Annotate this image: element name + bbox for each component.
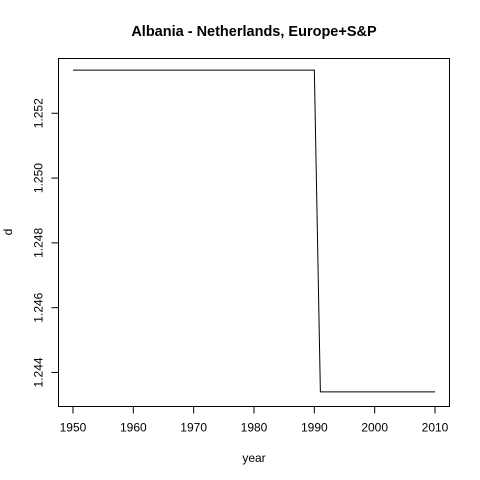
series-line: [72, 69, 436, 393]
x-axis-label: year: [242, 451, 265, 465]
x-axis: 1950 1960 1970 1980 1990 2000 2010: [60, 406, 449, 435]
y-tick-label: 1.252: [32, 98, 46, 128]
y-tick-label: 1.248: [32, 228, 46, 258]
x-tick-label: 1960: [120, 421, 147, 435]
chart-title: Albania - Netherlands, Europe+S&P: [131, 24, 377, 40]
y-tick-label: 1.244: [32, 357, 46, 387]
y-axis-label: d: [1, 229, 15, 236]
x-tick-label: 2010: [422, 421, 449, 435]
x-tick-label: 2000: [361, 421, 388, 435]
series-layer: [72, 69, 436, 393]
y-axis: 1.244 1.246 1.248 1.250 1.252: [32, 98, 59, 387]
y-tick-label: 1.250: [32, 163, 46, 193]
x-tick-label: 1950: [60, 421, 87, 435]
x-tick-label: 1990: [301, 421, 328, 435]
x-tick-label: 1970: [180, 421, 207, 435]
x-tick-label: 1980: [241, 421, 268, 435]
y-tick-label: 1.246: [32, 292, 46, 322]
